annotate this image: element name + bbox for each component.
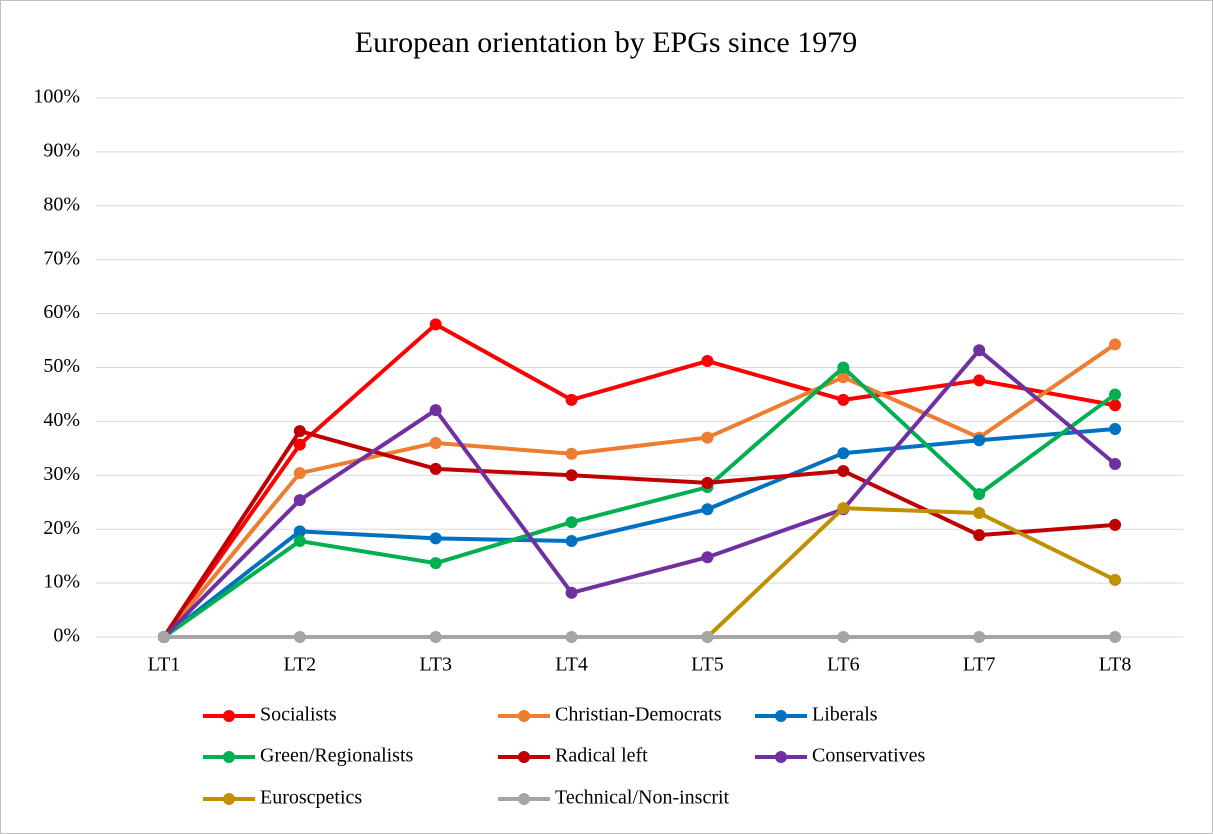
y-tick-label: 10% (43, 571, 80, 593)
legend-label: Conservatives (812, 745, 926, 767)
data-point (565, 516, 578, 529)
y-tick-label: 90% (43, 139, 80, 161)
data-point (565, 393, 578, 406)
x-tick-label: LT7 (963, 654, 996, 676)
y-tick-label: 20% (43, 517, 80, 539)
x-tick-label: LT4 (555, 654, 588, 676)
series-line (162, 342, 1117, 639)
legend-swatch-marker (518, 751, 530, 763)
data-point (429, 318, 442, 331)
data-point (837, 361, 850, 374)
data-point (429, 557, 442, 570)
data-point (1109, 399, 1122, 412)
data-point (429, 404, 442, 417)
data-point (701, 355, 714, 368)
data-point (565, 631, 578, 643)
legend-label: Christian-Democrats (555, 704, 722, 726)
legend-swatch-marker (518, 793, 530, 805)
data-point (701, 551, 714, 564)
series-line (162, 365, 1117, 639)
legend-swatch-marker (775, 710, 787, 722)
data-point (837, 371, 850, 384)
data-point (565, 469, 578, 482)
x-tick-label: LT2 (284, 654, 317, 676)
x-tick-label: LT8 (1099, 654, 1132, 676)
y-tick-label: 70% (43, 247, 80, 269)
series-line (162, 322, 1116, 639)
legend-label: Euroscpetics (260, 787, 362, 809)
data-point (973, 434, 986, 447)
legend-label: Socialists (260, 704, 337, 726)
y-tick-label: 100% (33, 86, 80, 108)
data-point (837, 502, 850, 515)
chart-title: European orientation by EPGs since 1979 (355, 26, 857, 59)
data-point (973, 488, 986, 501)
data-point (565, 586, 578, 599)
data-point (565, 535, 578, 548)
x-tick-label: LT5 (691, 654, 724, 676)
legend-swatch-marker (775, 751, 787, 763)
data-point (701, 431, 714, 444)
x-tick-label: LT3 (419, 654, 452, 676)
data-point (1109, 422, 1122, 435)
legend-label: Technical/Non-inscrit (555, 787, 730, 809)
data-point (1109, 631, 1122, 643)
data-point (293, 438, 306, 451)
legend-label: Liberals (812, 704, 878, 726)
series (157, 631, 1122, 643)
y-tick-label: 40% (43, 409, 80, 431)
y-tick-label: 50% (43, 355, 80, 377)
data-point (1109, 338, 1122, 351)
y-tick-label: 80% (43, 193, 80, 215)
data-point (701, 503, 714, 516)
data-point (837, 631, 850, 643)
y-tick-label: 0% (53, 625, 80, 647)
data-point (837, 464, 850, 477)
legend-swatch-marker (518, 710, 530, 722)
data-point (1109, 518, 1122, 531)
data-point (293, 467, 306, 480)
data-point (293, 494, 306, 507)
series-line (706, 506, 1116, 639)
legend-swatch-marker (223, 710, 235, 722)
data-point (429, 532, 442, 545)
data-point (429, 631, 442, 643)
legend-swatch-marker (223, 793, 235, 805)
data-point (293, 425, 306, 438)
data-point (973, 344, 986, 357)
series-line (162, 348, 1117, 639)
y-tick-label: 60% (43, 301, 80, 323)
data-point (973, 631, 986, 643)
data-point (837, 447, 850, 460)
legend-label: Green/Regionalists (260, 745, 414, 767)
data-point (157, 631, 170, 643)
data-point (837, 393, 850, 406)
data-point (565, 447, 578, 460)
data-point (429, 436, 442, 449)
legend-label: Radical left (555, 745, 648, 767)
data-point (701, 476, 714, 489)
data-point (293, 631, 306, 643)
y-tick-label: 30% (43, 463, 80, 485)
data-point (973, 507, 986, 520)
data-point (429, 462, 442, 475)
data-point (701, 631, 714, 643)
data-point (293, 535, 306, 548)
legend-swatch-marker (223, 751, 235, 763)
data-point (1109, 388, 1122, 401)
x-tick-label: LT6 (827, 654, 860, 676)
data-point (293, 525, 306, 538)
series-line (162, 429, 1116, 639)
data-point (1109, 457, 1122, 470)
series-line (162, 426, 1116, 639)
data-point (1109, 573, 1122, 586)
data-point (973, 374, 986, 387)
x-tick-label: LT1 (148, 654, 181, 676)
data-point (973, 529, 986, 542)
